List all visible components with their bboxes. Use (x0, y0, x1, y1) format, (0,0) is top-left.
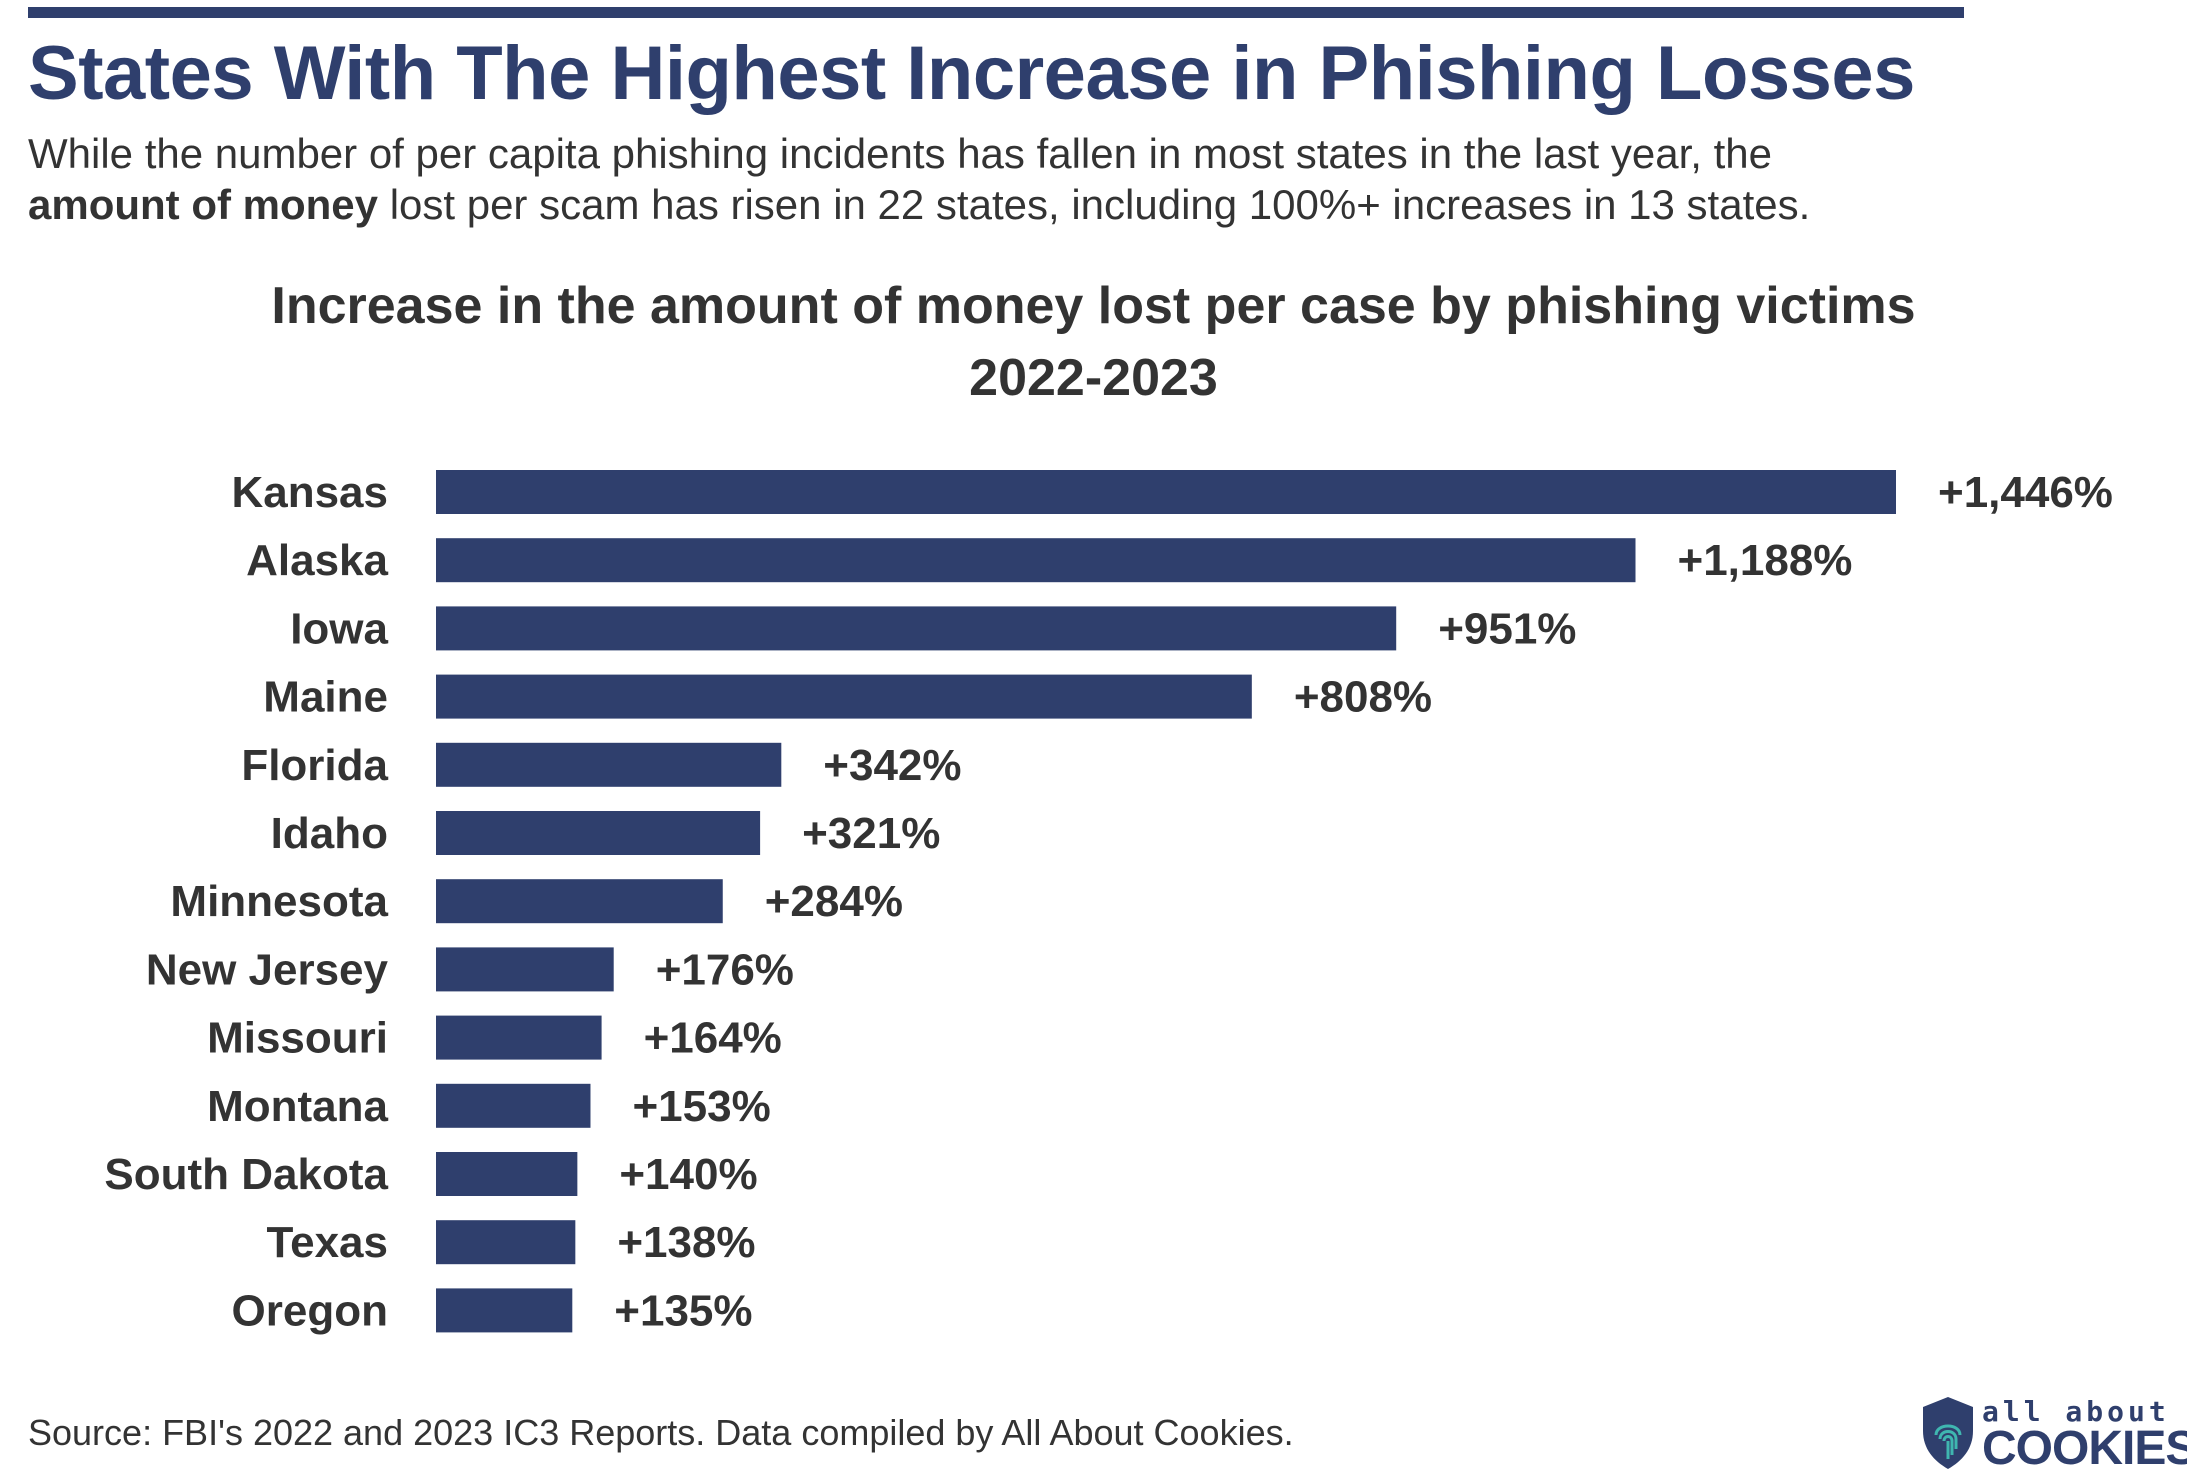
page-title: States With The Highest Increase in Phis… (28, 31, 1915, 116)
bar (436, 674, 1252, 719)
bar (436, 879, 723, 924)
bar (436, 742, 782, 787)
bar (436, 1220, 576, 1265)
bar (436, 470, 1896, 514)
logo-text-bottom: COOKIES (1982, 1422, 2187, 1475)
category-label: Florida (241, 741, 388, 790)
bar-chart: Kansas +1,446% Alaska +1,188% Iowa +951% Maine… (104, 468, 2113, 1335)
value-label: +1,446% (1938, 468, 2113, 517)
chart-title-block: Increase in the amount of money lost per… (0, 270, 2187, 414)
value-label: +808% (1294, 673, 1432, 722)
value-label: +138% (617, 1218, 755, 1267)
logo-text-top: all about (1982, 1395, 2170, 1428)
category-label: Alaska (246, 536, 388, 585)
category-label: South Dakota (104, 1150, 388, 1199)
category-label: Maine (263, 673, 388, 722)
shield-fingerprint-icon (1923, 1397, 1973, 1469)
top-rule (28, 7, 1964, 18)
value-label: +135% (614, 1286, 752, 1335)
category-label: Idaho (271, 809, 388, 858)
value-label: +176% (656, 945, 794, 994)
bar (436, 538, 1636, 583)
value-label: +1,188% (1678, 536, 1853, 585)
all-about-cookies-logo: all about COOKIES (1920, 1395, 2187, 1475)
intro-part-1: While the number of per capita phishing … (28, 130, 1772, 177)
category-label: Kansas (231, 468, 388, 517)
value-label: +140% (619, 1150, 757, 1199)
value-label: +321% (802, 809, 940, 858)
bar (436, 1083, 591, 1128)
category-label: Texas (267, 1218, 389, 1267)
intro-bold: amount of money (28, 181, 379, 228)
chart-title: Increase in the amount of money lost per… (271, 277, 1916, 335)
value-label: +951% (1438, 604, 1576, 653)
bar (436, 811, 761, 855)
category-label: Montana (207, 1082, 388, 1131)
intro-text: While the number of per capita phishing … (28, 128, 2128, 230)
category-label: Oregon (232, 1286, 388, 1335)
chart-subtitle: 2022-2023 (969, 349, 1218, 407)
category-label: Iowa (290, 604, 388, 653)
value-label: +153% (632, 1082, 770, 1131)
intro-part-2: lost per scam has risen in 22 states, in… (389, 181, 1811, 228)
value-label: +342% (823, 741, 961, 790)
value-label: +164% (644, 1014, 782, 1063)
category-label: Minnesota (170, 877, 388, 926)
bar (436, 947, 614, 992)
value-label: +284% (765, 877, 903, 926)
category-label: New Jersey (146, 945, 389, 994)
bar (436, 1152, 578, 1196)
bar (436, 606, 1397, 651)
category-label: Missouri (207, 1014, 388, 1063)
bar (436, 1015, 602, 1060)
source-note: Source: FBI's 2022 and 2023 IC3 Reports.… (28, 1412, 1294, 1453)
bar (436, 1288, 573, 1333)
